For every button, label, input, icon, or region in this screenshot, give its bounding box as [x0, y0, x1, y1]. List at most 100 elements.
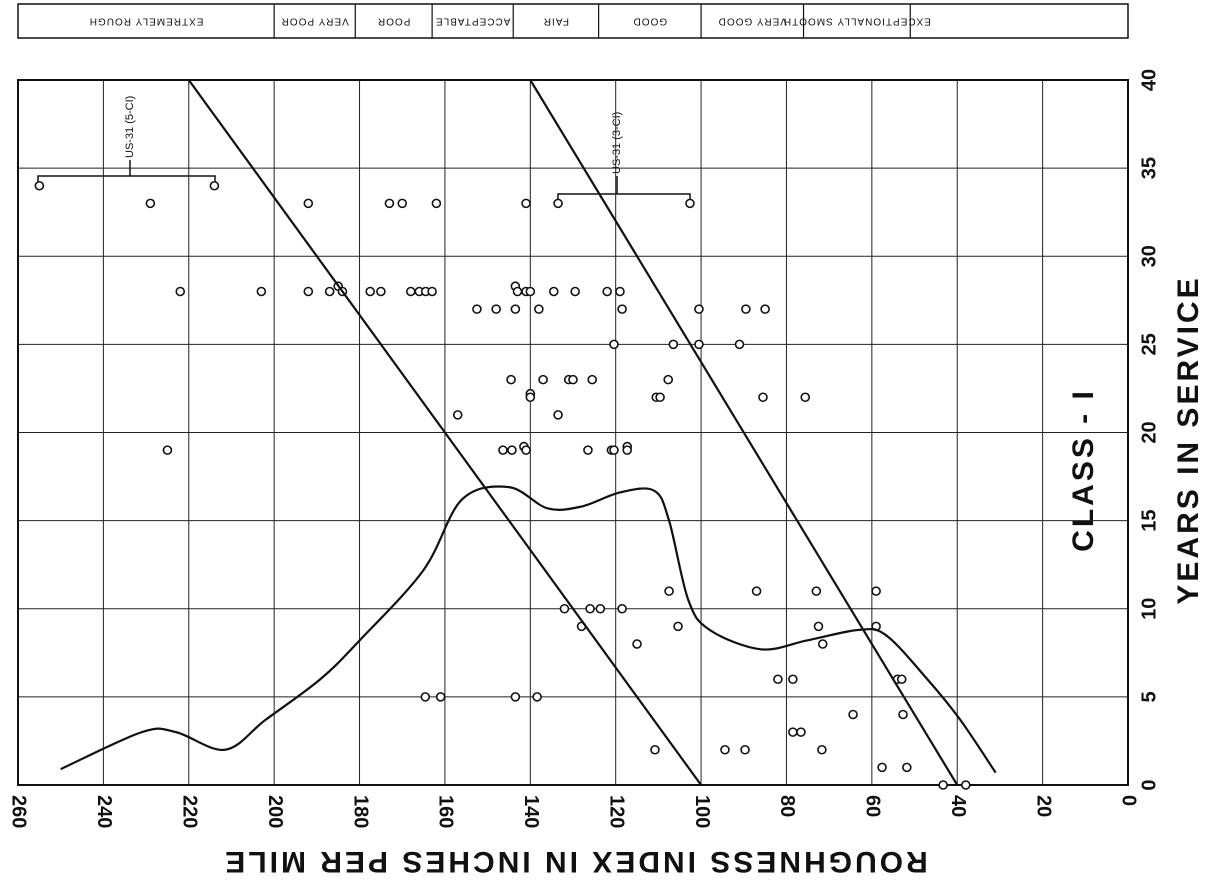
- y-tick-label: 25: [1138, 333, 1160, 355]
- x-tick-label: 160: [435, 795, 457, 828]
- data-point: [902, 762, 912, 773]
- x-tick-label: 80: [776, 795, 798, 817]
- data-point: [740, 744, 750, 755]
- data-point: [256, 286, 267, 297]
- y-tick-label: 40: [1138, 69, 1160, 91]
- y-tick-label: 20: [1138, 421, 1160, 443]
- data-point: [609, 445, 619, 455]
- data-point: [498, 445, 508, 455]
- x-tick-label: 60: [862, 795, 884, 817]
- data-point: [898, 709, 908, 720]
- data-point: [303, 198, 314, 209]
- data-point: [34, 180, 45, 191]
- data-point: [587, 374, 598, 385]
- rating-band-label: FAIR: [543, 15, 569, 26]
- data-point: [376, 286, 386, 297]
- data-point: [595, 603, 606, 614]
- trend-line: [529, 79, 959, 786]
- data-point: [583, 445, 593, 455]
- data-point: [760, 304, 770, 314]
- data-point: [521, 445, 531, 455]
- data-point: [431, 198, 442, 209]
- bracket-3ci: [557, 176, 691, 202]
- data-point: [507, 445, 517, 455]
- data-point: [384, 198, 395, 209]
- data-point: [491, 304, 501, 314]
- data-point: [960, 780, 971, 790]
- data-point: [741, 304, 751, 314]
- data-point: [617, 603, 627, 614]
- trend-line: [187, 79, 702, 786]
- data-point: [773, 674, 783, 685]
- data-point: [553, 198, 563, 209]
- annotation: US-31 (3-CI): [611, 112, 623, 174]
- data-point: [694, 304, 704, 314]
- data-point: [896, 674, 907, 685]
- data-point: [452, 410, 463, 420]
- data-point: [673, 621, 683, 632]
- data-point: [609, 339, 619, 350]
- data-point: [663, 374, 674, 385]
- data-point: [506, 374, 516, 385]
- x-tick-label: 260: [8, 795, 30, 828]
- data-point: [817, 639, 828, 649]
- data-point: [538, 374, 548, 385]
- data-point: [685, 198, 695, 209]
- data-point: [694, 339, 704, 350]
- data-point: [800, 392, 811, 403]
- y-tick-label: 30: [1138, 245, 1160, 267]
- rating-band-label: POOR: [377, 15, 410, 26]
- data-point: [303, 286, 314, 297]
- data-point: [811, 586, 822, 596]
- data-point: [521, 198, 531, 209]
- distribution-curve: [60, 485, 997, 774]
- data-point: [871, 586, 881, 596]
- y-tick-label: 5: [1138, 691, 1160, 702]
- data-point: [668, 339, 679, 350]
- data-point: [427, 286, 437, 297]
- data-point: [145, 198, 156, 209]
- data-point: [622, 445, 633, 455]
- data-point: [175, 286, 186, 297]
- rating-band-label: EXTREMELY ROUGH: [89, 15, 204, 26]
- rating-band-label: ACCEPTABLE: [435, 15, 510, 26]
- rating-band-label: EXCEPTIONALLY SMOOTH: [783, 15, 931, 26]
- x-tick-label: 140: [520, 795, 542, 828]
- data-point: [585, 603, 595, 614]
- data-point: [617, 304, 627, 314]
- annotation: US-31 (5-CI): [124, 96, 136, 158]
- y-tick-label: 10: [1138, 598, 1160, 620]
- data-point: [472, 304, 482, 314]
- data-point: [817, 744, 827, 755]
- data-point: [602, 286, 612, 297]
- data-point: [720, 744, 730, 755]
- y-tick-label: 15: [1138, 510, 1160, 532]
- data-point: [751, 586, 762, 596]
- data-point: [788, 674, 798, 685]
- rating-band-label: VERY POOR: [281, 15, 349, 26]
- data-point: [877, 762, 887, 773]
- x-tick-label: 240: [93, 795, 115, 828]
- data-point: [938, 780, 948, 790]
- data-point: [548, 286, 559, 297]
- data-point: [525, 392, 536, 403]
- x-tick-label: 20: [1032, 795, 1054, 817]
- data-point: [650, 744, 660, 755]
- x-tick-label: 180: [349, 795, 371, 828]
- rating-band-label: GOOD: [633, 15, 668, 26]
- y-axis-label: YEARS IN SERVICE: [1172, 275, 1205, 604]
- data-point: [758, 392, 768, 403]
- x-tick-label: 100: [691, 795, 713, 828]
- data-point: [655, 392, 665, 403]
- y-tick-label: 35: [1138, 157, 1160, 179]
- x-tick-label: 120: [605, 795, 627, 828]
- data-point: [664, 586, 674, 596]
- data-point: [397, 198, 408, 209]
- data-point: [559, 603, 570, 614]
- data-point: [813, 621, 824, 632]
- data-point: [534, 304, 544, 314]
- x-tick-label: 40: [947, 795, 969, 817]
- data-point: [435, 692, 446, 702]
- data-point: [512, 286, 523, 297]
